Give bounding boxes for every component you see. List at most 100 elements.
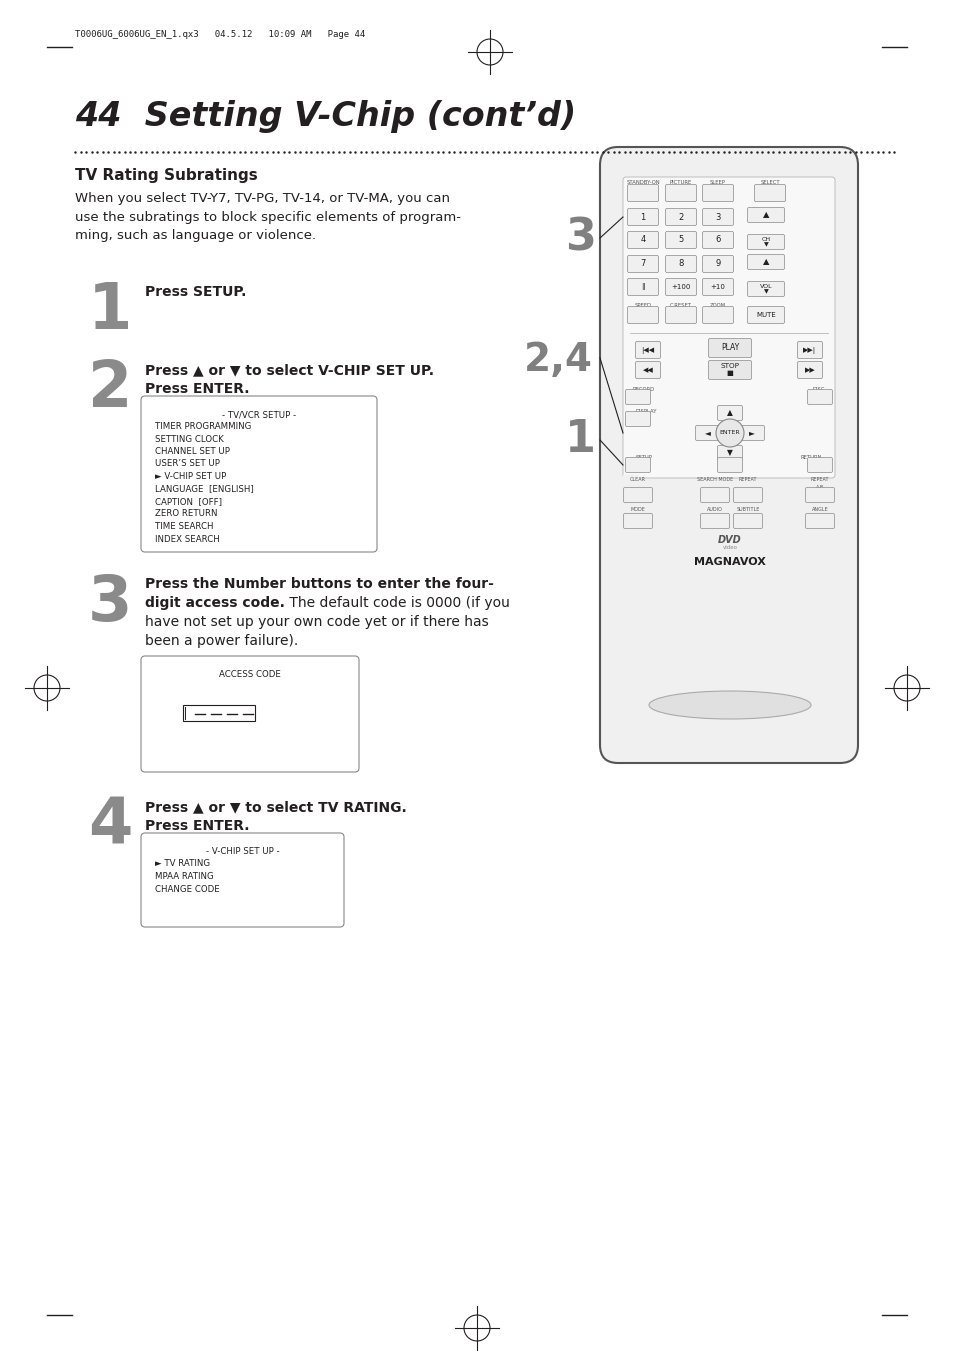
FancyBboxPatch shape [625, 389, 650, 404]
Text: INDEX SEARCH: INDEX SEARCH [154, 535, 219, 543]
Text: PLAY: PLAY [720, 343, 739, 353]
FancyBboxPatch shape [695, 426, 720, 440]
FancyBboxPatch shape [747, 254, 783, 269]
FancyBboxPatch shape [701, 307, 733, 323]
Text: The default code is 0000 (if you: The default code is 0000 (if you [285, 596, 509, 611]
Text: REPEAT: REPEAT [738, 477, 757, 482]
Text: ACCESS CODE: ACCESS CODE [219, 670, 280, 680]
Text: TV Rating Subratings: TV Rating Subratings [75, 168, 257, 182]
Text: ZOOM: ZOOM [709, 303, 725, 308]
FancyBboxPatch shape [754, 185, 784, 201]
Text: STOP
■: STOP ■ [720, 363, 739, 377]
Text: ENTER: ENTER [719, 431, 740, 435]
FancyBboxPatch shape [627, 307, 658, 323]
FancyBboxPatch shape [141, 396, 376, 553]
Text: RECORD: RECORD [633, 386, 655, 392]
Text: +10: +10 [710, 284, 724, 290]
Text: 5: 5 [678, 235, 683, 245]
Text: USER’S SET UP: USER’S SET UP [154, 459, 219, 469]
Text: LANGUAGE  [ENGLISH]: LANGUAGE [ENGLISH] [154, 485, 253, 493]
FancyBboxPatch shape [627, 278, 658, 296]
Text: 3: 3 [88, 571, 132, 634]
Text: VOL
▼: VOL ▼ [759, 284, 772, 295]
Text: MUTE: MUTE [756, 312, 775, 317]
Text: RETURN: RETURN [800, 455, 821, 459]
FancyBboxPatch shape [665, 255, 696, 273]
Text: been a power failure).: been a power failure). [145, 634, 298, 648]
FancyBboxPatch shape [623, 513, 652, 528]
Circle shape [716, 419, 743, 447]
FancyBboxPatch shape [717, 446, 741, 461]
FancyBboxPatch shape [717, 458, 741, 473]
FancyBboxPatch shape [701, 231, 733, 249]
Text: TITLE: TITLE [722, 455, 737, 459]
FancyBboxPatch shape [700, 488, 729, 503]
Text: 44  Setting V-Chip (cont’d): 44 Setting V-Chip (cont’d) [75, 100, 576, 132]
Text: ZERO RETURN: ZERO RETURN [154, 509, 217, 519]
Text: 2,4: 2,4 [523, 340, 593, 380]
Text: 8: 8 [678, 259, 683, 269]
FancyBboxPatch shape [739, 426, 763, 440]
Text: Press ▲ or ▼ to select V-CHIP SET UP.: Press ▲ or ▼ to select V-CHIP SET UP. [145, 363, 434, 377]
FancyBboxPatch shape [623, 488, 652, 503]
Text: DISPLAY: DISPLAY [636, 409, 657, 413]
Text: CHANGE CODE: CHANGE CODE [154, 885, 219, 894]
FancyBboxPatch shape [701, 185, 733, 201]
Text: 1: 1 [564, 419, 596, 462]
Text: SPEED: SPEED [634, 303, 651, 308]
Text: SUBTITLE: SUBTITLE [736, 507, 759, 512]
Text: SETUP: SETUP [636, 455, 652, 459]
Text: C.RESET: C.RESET [669, 303, 691, 308]
Text: 6: 6 [715, 235, 720, 245]
FancyBboxPatch shape [733, 513, 761, 528]
Text: ► V-CHIP SET UP: ► V-CHIP SET UP [154, 471, 226, 481]
Text: ◄: ◄ [704, 428, 710, 438]
Text: ANGLE: ANGLE [811, 507, 827, 512]
FancyBboxPatch shape [701, 278, 733, 296]
FancyBboxPatch shape [625, 412, 650, 427]
FancyBboxPatch shape [141, 657, 358, 771]
Text: ▲: ▲ [726, 408, 732, 417]
FancyBboxPatch shape [627, 231, 658, 249]
FancyBboxPatch shape [717, 405, 741, 420]
Text: video: video [721, 544, 737, 550]
Text: 4: 4 [88, 794, 132, 857]
FancyBboxPatch shape [747, 235, 783, 250]
FancyBboxPatch shape [627, 208, 658, 226]
Text: ▶▶|: ▶▶| [802, 346, 816, 354]
Ellipse shape [648, 690, 810, 719]
Text: ► TV RATING: ► TV RATING [154, 859, 210, 867]
Text: SETTING CLOCK: SETTING CLOCK [154, 435, 224, 443]
Text: A-B: A-B [815, 485, 823, 490]
Text: AUDIO: AUDIO [706, 507, 722, 512]
Text: digit access code.: digit access code. [145, 596, 285, 611]
FancyBboxPatch shape [733, 488, 761, 503]
Text: Press ENTER.: Press ENTER. [145, 382, 250, 396]
Text: CLEAR: CLEAR [629, 477, 645, 482]
Text: - V-CHIP SET UP -: - V-CHIP SET UP - [206, 847, 279, 857]
Text: MPAA RATING: MPAA RATING [154, 871, 213, 881]
Text: ►: ► [748, 428, 754, 438]
Text: 2: 2 [678, 212, 683, 222]
FancyBboxPatch shape [804, 513, 834, 528]
Text: SEARCH MODE: SEARCH MODE [696, 477, 732, 482]
Text: |◀◀: |◀◀ [640, 346, 654, 354]
FancyBboxPatch shape [665, 208, 696, 226]
Text: Press ▲ or ▼ to select TV RATING.: Press ▲ or ▼ to select TV RATING. [145, 800, 406, 815]
Text: STANDBY-ON: STANDBY-ON [625, 180, 659, 185]
Text: CH
▼: CH ▼ [760, 236, 770, 247]
Text: ◀◀: ◀◀ [642, 367, 653, 373]
FancyBboxPatch shape [665, 231, 696, 249]
Text: 1: 1 [639, 212, 645, 222]
Text: MODE: MODE [630, 507, 645, 512]
FancyBboxPatch shape [635, 342, 659, 358]
Text: have not set up your own code yet or if there has: have not set up your own code yet or if … [145, 615, 488, 630]
FancyBboxPatch shape [700, 513, 729, 528]
Text: SLEEP: SLEEP [709, 180, 725, 185]
Text: DVD: DVD [718, 535, 741, 544]
FancyBboxPatch shape [141, 834, 344, 927]
Text: Press ENTER.: Press ENTER. [145, 819, 250, 834]
FancyBboxPatch shape [665, 278, 696, 296]
Text: SELECT: SELECT [760, 180, 779, 185]
FancyBboxPatch shape [804, 488, 834, 503]
